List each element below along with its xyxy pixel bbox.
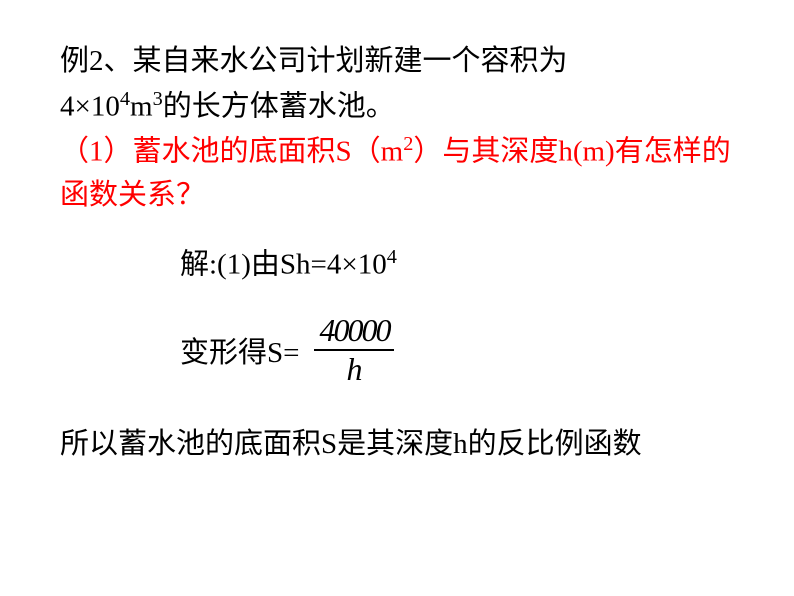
question-pre: （1）蓄水池的底面积S（m [60, 135, 403, 167]
conclusion: 所以蓄水池的底面积S是其深度h的反比例函数 [60, 423, 734, 467]
text-line2-mid: m [130, 90, 153, 122]
sup-3: 3 [153, 88, 163, 110]
fraction-denominator: h [341, 351, 367, 388]
conclusion-text: 所以蓄水池的底面积S是其深度h的反比例函数 [60, 428, 642, 460]
fraction: 40000 h [314, 312, 394, 388]
text-line1: 例2、某自来水公司计划新建一个容积为 [60, 45, 568, 77]
sup-2: 2 [403, 133, 413, 155]
text-line2-post: 的长方体蓄水池。 [163, 90, 395, 122]
text-line2-pre: 4×10 [60, 90, 120, 122]
problem-line-1: 例2、某自来水公司计划新建一个容积为 [60, 40, 734, 84]
problem-question: （1）蓄水池的底面积S（m2）与其深度h(m)有怎样的函数关系？ [60, 129, 734, 218]
solution-block: 解:(1)由Sh=4×104 变形得S= 40000 h [180, 242, 734, 388]
problem-statement: 例2、某自来水公司计划新建一个容积为 4×104m3的长方体蓄水池。 （1）蓄水… [60, 40, 734, 217]
problem-line-2: 4×104m3的长方体蓄水池。 [60, 84, 734, 129]
step2-label: 变形得S= [180, 329, 299, 371]
fraction-numerator: 40000 [314, 312, 394, 351]
step1-pre: 解:(1)由Sh=4×10 [180, 249, 387, 281]
step1-sup: 4 [387, 246, 397, 268]
sup-4: 4 [120, 88, 130, 110]
solution-step-1: 解:(1)由Sh=4×104 [180, 242, 734, 287]
solution-step-2: 变形得S= 40000 h [180, 312, 734, 388]
